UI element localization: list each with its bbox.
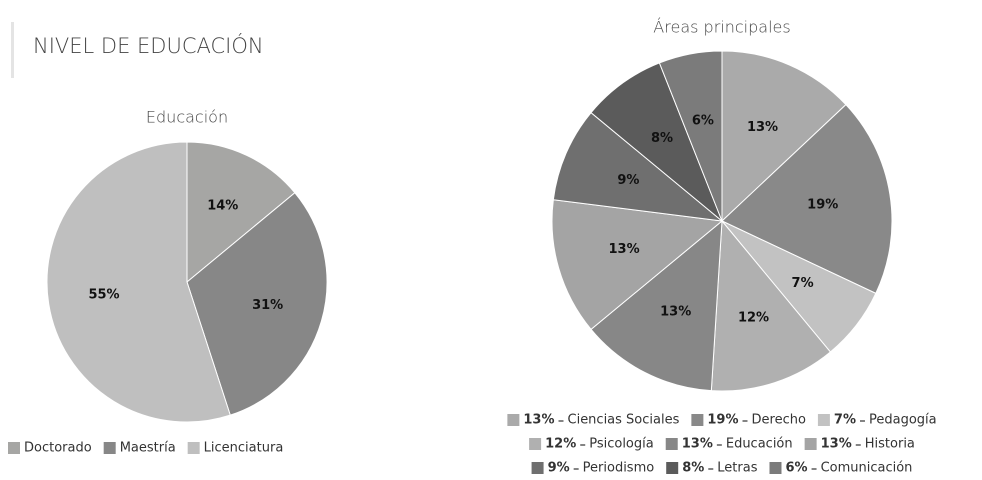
legend-row: 9% Periodismo 8% Letras 6% Comunicación — [531, 461, 913, 476]
legend-swatch — [666, 462, 679, 474]
legend-row: 12% Psicología 13% Educación 13% Historia — [529, 437, 915, 452]
slice-label: 8% — [651, 131, 673, 146]
legend-swatch — [529, 438, 542, 450]
legend-swatch — [531, 462, 544, 474]
pie-slice — [721, 103, 893, 295]
legend-swatch — [187, 442, 200, 454]
slice-label: 14% — [207, 198, 238, 213]
legend-row: Doctorado Maestría Licenciatura — [8, 441, 283, 456]
pie-slice — [658, 50, 723, 222]
legend-swatch — [804, 438, 817, 450]
legend-label: Periodismo — [583, 461, 655, 476]
header-title: NIVEL DE EDUCACIÓN — [33, 33, 264, 58]
legend-label: Educación — [726, 437, 793, 452]
legend-swatch — [691, 414, 704, 426]
legend-percent: 13% — [821, 437, 852, 452]
legend-label: Comunicación — [821, 461, 913, 476]
chart-title: Educación — [146, 108, 228, 127]
legend-percent: 13% — [682, 437, 713, 452]
slice-label: 19% — [807, 198, 838, 213]
pie-slice — [710, 219, 832, 392]
legend-percent: 19% — [707, 413, 738, 428]
legend-percent: 6% — [785, 461, 807, 476]
legend-swatch — [103, 442, 116, 454]
slice-label: 6% — [692, 113, 714, 128]
pie-slice — [46, 141, 231, 423]
slice-label: 12% — [738, 311, 769, 326]
legend-percent: 9% — [548, 461, 570, 476]
legend-label: Pedagogía — [869, 413, 937, 428]
pie-slice — [186, 141, 296, 284]
legend-swatch — [8, 442, 20, 454]
pie-slice — [721, 50, 847, 223]
legend-swatch — [817, 414, 830, 426]
header-bar — [11, 22, 14, 78]
slice-label: 13% — [608, 242, 639, 257]
legend-swatch — [507, 414, 520, 426]
legend-swatch — [769, 462, 782, 474]
legend-percent: 8% — [682, 461, 704, 476]
slice-label: 13% — [747, 120, 778, 135]
slice-label: 7% — [792, 276, 814, 291]
pie-slice — [590, 219, 723, 392]
pie-slice — [552, 111, 724, 222]
pie-slice — [186, 192, 328, 416]
legend-label: Ciencias Sociales — [568, 413, 680, 428]
legend-row: 13% Ciencias Sociales 19% Derecho 7% Pedagogí… — [507, 413, 937, 428]
legend-label: Derecho — [752, 413, 806, 428]
legend-label: Doctorado — [24, 441, 92, 456]
legend-label: Maestría — [120, 441, 176, 456]
legend-label: Licenciatura — [204, 441, 284, 456]
pie-slice — [551, 199, 724, 331]
legend-swatch — [665, 438, 678, 450]
slice-label: 55% — [88, 288, 119, 303]
legend-label: Psicología — [589, 437, 654, 452]
legend-percent: 12% — [545, 437, 576, 452]
slice-label: 13% — [660, 304, 691, 319]
slice-label: 9% — [617, 173, 639, 188]
chart-title: Áreas principales — [653, 18, 790, 37]
legend-label: Historia — [865, 437, 915, 452]
legend-percent: 7% — [834, 413, 856, 428]
legend-label: Letras — [717, 461, 757, 476]
slice-label: 31% — [252, 298, 283, 313]
legend-percent: 13% — [523, 413, 554, 428]
